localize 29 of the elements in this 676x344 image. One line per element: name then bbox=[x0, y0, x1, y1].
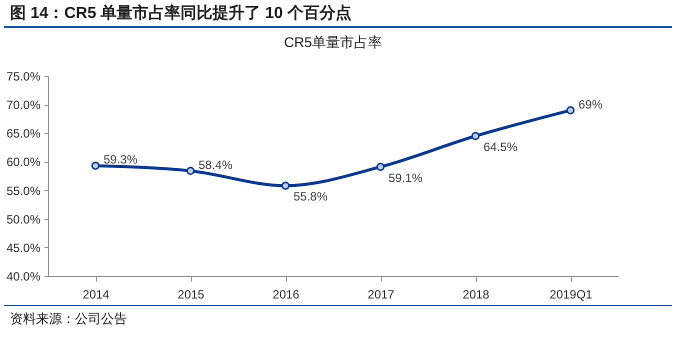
y-tick-label: 40.0% bbox=[6, 270, 41, 284]
y-tick-label: 75.0% bbox=[6, 70, 41, 84]
data-label: 59.1% bbox=[388, 170, 423, 185]
x-tick-label: 2019Q1 bbox=[550, 288, 593, 302]
point bbox=[471, 132, 480, 140]
data-label: 58.4% bbox=[198, 158, 233, 172]
point bbox=[376, 162, 385, 171]
y-tick-label: 50.0% bbox=[6, 212, 41, 226]
y-tick-label: 55.0% bbox=[6, 184, 41, 198]
y-tick-label: 70.0% bbox=[6, 98, 41, 112]
data-label: 64.5% bbox=[484, 140, 518, 154]
chart-subtitle: CR5单量市占率 bbox=[284, 34, 382, 50]
y-tick-label: 60.0% bbox=[6, 155, 41, 170]
x-tick-label: 2018 bbox=[462, 288, 490, 302]
x-tick-label: 2017 bbox=[368, 288, 395, 302]
point bbox=[566, 106, 575, 114]
y-tick-label: 65.0% bbox=[6, 126, 41, 141]
data-label: 59.3% bbox=[104, 152, 138, 167]
point bbox=[281, 182, 290, 190]
x-tick-label: 2016 bbox=[272, 288, 300, 302]
x-tick-label: 2014 bbox=[82, 288, 110, 302]
point bbox=[186, 166, 195, 175]
y-tick-label: 45.0% bbox=[6, 240, 41, 255]
chart-title: 图 14：CR5 单量市占率同比提升了 10 个百分点 bbox=[4, 0, 672, 28]
text: 资料来源：公司公告 bbox=[4, 305, 672, 332]
data-label: 55.8% bbox=[294, 190, 328, 204]
point bbox=[91, 162, 100, 170]
data-label: 69% bbox=[578, 97, 603, 112]
x-tick-label: 2015 bbox=[178, 288, 205, 302]
